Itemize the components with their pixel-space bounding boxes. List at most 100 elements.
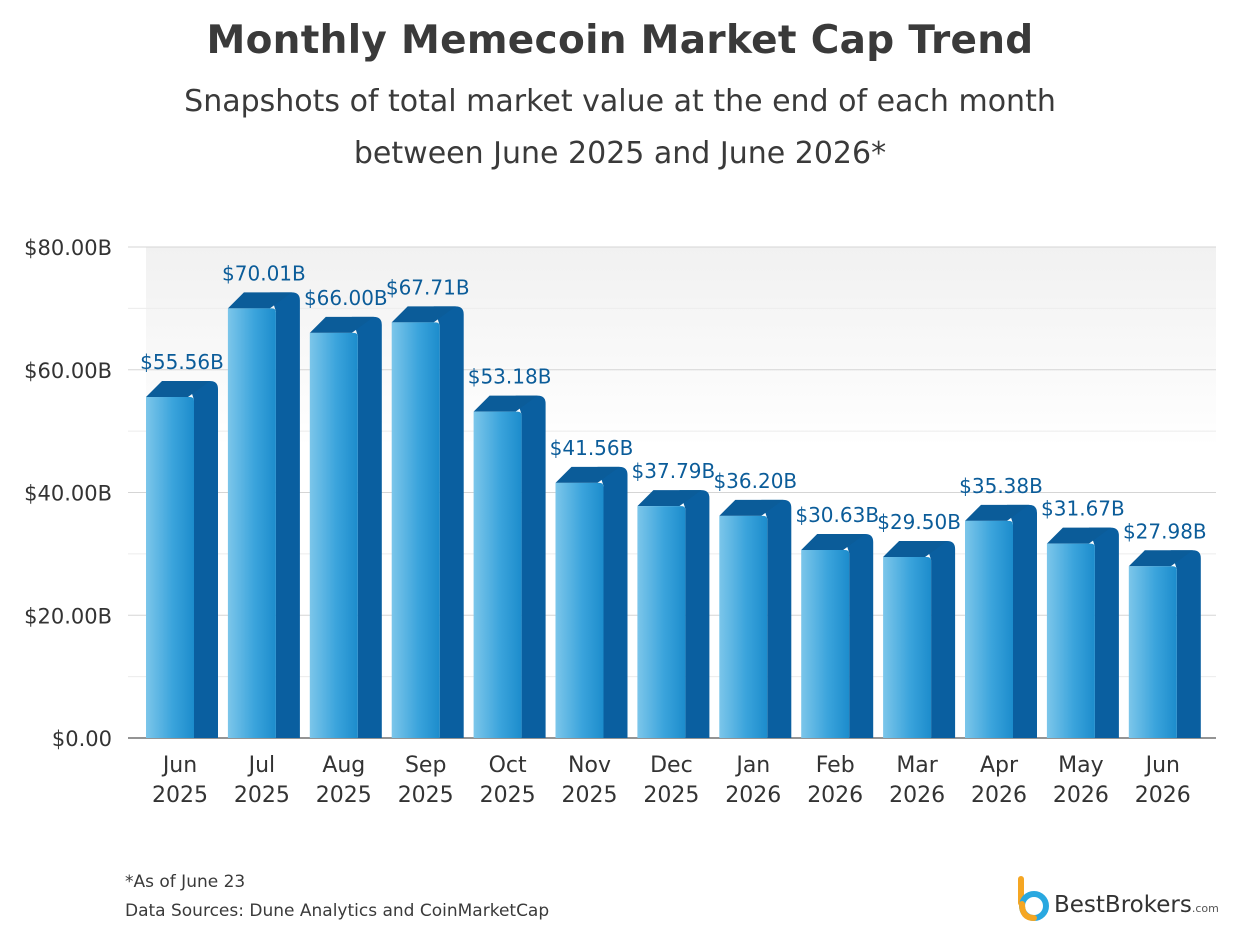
bar — [146, 381, 218, 738]
bar-front — [473, 411, 522, 738]
bar-top — [883, 540, 948, 557]
x-tick-label-year: 2025 — [234, 783, 290, 808]
bar — [801, 534, 874, 738]
x-tick-label-month: Oct — [489, 753, 527, 778]
chart-subtitle-line-1: Snapshots of total market value at the e… — [184, 84, 1056, 119]
bestbrokers-logo-icon — [1018, 876, 1049, 921]
bar-front — [146, 397, 194, 738]
labels-layer: $0.00 $20.00B $40.00B $60.00B $80.00B $55.56B… — [24, 236, 1207, 808]
brand-name: BestBrokers.com — [1054, 892, 1219, 918]
chart-subtitle-line-2: between June 2025 and June 2026* — [353, 136, 887, 171]
x-tick-label-year: 2026 — [725, 783, 781, 808]
x-tick-label-month: Mar — [896, 753, 938, 778]
x-tick-label-year: 2026 — [807, 783, 863, 808]
bar-top — [391, 306, 456, 323]
bar-data-label: $53.18B — [468, 365, 552, 389]
bar-side — [433, 306, 464, 738]
bar-top — [719, 499, 784, 516]
plot-background — [146, 247, 1216, 447]
bar-front — [637, 506, 686, 738]
bar-data-label: $66.00B — [304, 286, 388, 310]
bar-data-label: $37.79B — [632, 459, 716, 483]
y-tick-label: $80.00B — [24, 236, 112, 260]
y-tick-label: $20.00B — [24, 604, 112, 628]
y-tick-label: $40.00B — [24, 482, 112, 506]
bar — [227, 292, 300, 738]
bar-chart: $0.00 $20.00B $40.00B $60.00B $80.00B $55.56B… — [24, 236, 1216, 808]
bar-data-label: $67.71B — [386, 275, 470, 299]
bar — [1128, 550, 1201, 738]
x-tick-label-year: 2025 — [398, 783, 454, 808]
bar-side — [515, 395, 546, 738]
x-tick-label-year: 2025 — [152, 783, 208, 808]
footnote-data-sources: Data Sources: Dune Analytics and CoinMar… — [125, 901, 550, 921]
bar-side — [188, 381, 218, 738]
bar-top — [555, 466, 620, 483]
bar — [719, 499, 792, 738]
brand-logo: BestBrokers.com — [1016, 874, 1226, 924]
bar-side — [351, 316, 382, 738]
x-tick-label-month: Apr — [980, 753, 1019, 778]
bar-side — [761, 499, 792, 738]
bar — [1046, 527, 1119, 738]
bar-side — [1088, 527, 1119, 738]
bar-data-label: $31.67B — [1041, 497, 1125, 521]
bar-front — [309, 332, 358, 738]
x-tick-label-month: May — [1058, 753, 1103, 778]
bar-top — [1128, 550, 1193, 567]
bar-top — [637, 490, 702, 507]
x-tick-label-year: 2025 — [316, 783, 372, 808]
bar-front — [555, 482, 604, 738]
x-tick-label-month: Jan — [734, 753, 770, 778]
footnote-as-of: *As of June 23 — [125, 872, 246, 892]
bar-side — [679, 490, 710, 738]
bar-data-label: $36.20B — [713, 469, 797, 493]
x-tick-label-month: Nov — [568, 753, 611, 778]
bar-data-label: $30.63B — [795, 503, 879, 527]
bar-top — [801, 534, 866, 551]
bar-side — [269, 292, 300, 738]
bar-side — [597, 466, 628, 738]
bar — [637, 490, 710, 738]
bar — [473, 395, 546, 738]
x-tick-label-month: Aug — [322, 753, 365, 778]
bar — [965, 504, 1037, 738]
bar-front — [1046, 543, 1095, 738]
bar-data-label: $27.98B — [1123, 519, 1207, 543]
bar-top — [146, 381, 210, 398]
x-tick-label-month: Jun — [1144, 753, 1180, 778]
x-tick-label-year: 2025 — [562, 783, 618, 808]
bar-side — [1170, 550, 1201, 738]
bar — [309, 316, 382, 738]
bar-side — [925, 540, 956, 738]
bar-top — [965, 504, 1029, 521]
bar-top — [227, 292, 292, 309]
bar-data-label: $41.56B — [550, 436, 634, 460]
bar-front — [227, 308, 276, 738]
brand-suffix: .com — [1191, 902, 1219, 915]
x-tick-label-month: Jun — [161, 753, 197, 778]
bar-side — [1007, 504, 1037, 738]
bar-data-label: $29.50B — [877, 510, 961, 534]
y-tick-label: $0.00 — [52, 727, 112, 751]
bar-front — [965, 520, 1013, 738]
x-tick-label-month: Jul — [247, 753, 276, 778]
x-tick-label-year: 2025 — [480, 783, 536, 808]
y-tick-label: $60.00B — [24, 359, 112, 383]
bar — [555, 466, 628, 738]
x-tick-label-month: Dec — [650, 753, 693, 778]
brand-name-text: BestBrokers — [1054, 892, 1192, 918]
x-tick-label-year: 2026 — [889, 783, 945, 808]
x-tick-label-year: 2025 — [643, 783, 699, 808]
bar-top — [473, 395, 538, 412]
bar-front — [1128, 566, 1177, 738]
x-tick-label-year: 2026 — [971, 783, 1027, 808]
bar-front — [801, 550, 850, 738]
x-tick-label-month: Sep — [405, 753, 446, 778]
bars-layer — [146, 292, 1201, 738]
bar-front — [391, 322, 440, 738]
bar-top — [1046, 527, 1111, 544]
bar-data-label: $35.38B — [959, 474, 1043, 498]
bar — [391, 306, 464, 738]
x-tick-label-month: Feb — [816, 753, 855, 778]
